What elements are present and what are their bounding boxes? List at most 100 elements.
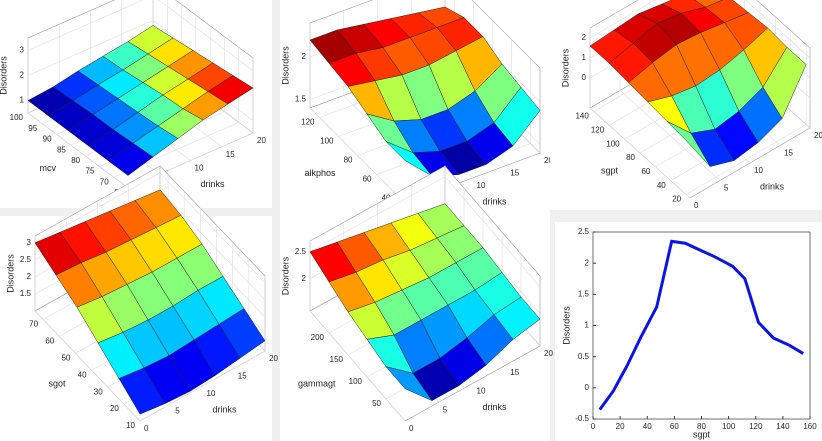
x-tick-label: 160: [803, 422, 817, 431]
z-tick-label: 2.5: [20, 255, 32, 264]
y-tick-label: 20: [672, 195, 681, 204]
y-tick-label: 90: [43, 135, 52, 144]
y-tick-label: 100: [606, 139, 620, 148]
y-grid-line: [127, 58, 254, 189]
x-grid-line: [309, 23, 406, 204]
surface-patch: [385, 141, 433, 177]
x-tick-label: 15: [226, 150, 235, 159]
y-tick-label: 1.5: [578, 289, 590, 298]
y-tick-label: 0.5: [578, 352, 590, 361]
z-tick-label: 2.5: [295, 247, 307, 256]
y-tick-label: 70: [29, 320, 38, 329]
y-axis-label: sgpt: [601, 165, 619, 175]
z-axis-label: Disorders: [0, 56, 8, 95]
panel: 1.522.530510152010203040506070drinkssgot…: [0, 165, 278, 441]
y-tick-label: 95: [28, 124, 37, 133]
z-axis-label: Disorders: [5, 254, 15, 293]
y-tick-label: 200: [311, 333, 325, 342]
z-tick-label: 2: [302, 274, 307, 283]
x-tick-label: 20: [257, 136, 266, 145]
panel: 2 2.5 0 5 10 15 20 50 100 150 200 drinks gammagt Diso…: [280, 165, 553, 441]
z-tick-label: 1.5: [20, 289, 32, 298]
y-tick-label: 40: [78, 370, 87, 379]
plot-area: [592, 231, 811, 420]
x-grid-line: [309, 241, 406, 422]
x-tick-label: 140: [776, 422, 790, 431]
panel: 0 20 40 60 80 100 120 140 160-0.500.511.522.5sgp…: [555, 222, 822, 441]
y-tick-label: 85: [57, 145, 66, 154]
z-axis-label: Disorders: [280, 256, 290, 295]
y-grid-line: [686, 44, 807, 195]
y-tick-label: 20: [110, 404, 119, 413]
z-tick-label: 2: [302, 52, 307, 61]
z-tick-label: 3: [27, 238, 32, 247]
x-tick-label: 5: [175, 407, 180, 416]
x-axis-label: drinks: [760, 181, 785, 191]
x-tick-label: 40: [643, 422, 652, 431]
x-tick-label: 10: [477, 387, 486, 396]
z-tick-label: 2: [20, 71, 25, 80]
y-tick-label: 100: [349, 377, 363, 386]
z-tick-label: 2: [27, 272, 32, 281]
x-tick-label: 60: [670, 422, 679, 431]
y-tick-label: 70: [100, 177, 109, 186]
y-tick-label: 140: [575, 112, 589, 121]
surface-patch: [107, 142, 154, 176]
x-tick-label: 20: [544, 156, 553, 165]
x-tick-label: 20: [544, 349, 553, 358]
z-tick-label: 1: [582, 53, 587, 62]
x-tick-label: 100: [722, 422, 736, 431]
x-tick-label: 0: [694, 201, 699, 210]
y-grid-line: [113, 47, 240, 178]
x-tick-label: 20: [269, 354, 278, 363]
y-tick-label: -0.5: [575, 414, 589, 423]
x-tick-label: 0: [591, 422, 596, 431]
x-tick-label: 0: [144, 424, 149, 433]
data-line: [598, 239, 804, 411]
x-tick-label: 10: [195, 164, 204, 173]
x-tick-label: 20: [814, 131, 822, 140]
x-tick-label: 10: [207, 389, 216, 398]
x-axis-label: drinks: [483, 402, 508, 412]
z-axis-label: Disorders: [560, 48, 570, 87]
y-tick-label: 10: [126, 421, 135, 430]
y-tick-label: 0: [585, 383, 590, 392]
z-tick-label: 1.5: [295, 95, 307, 104]
y-tick-label: 120: [301, 118, 315, 127]
y-axis-label: gammagt: [298, 378, 336, 388]
x-tick-label: 20: [616, 422, 625, 431]
x-grid-line: [589, 28, 691, 199]
y-tick-label: 100: [10, 113, 24, 122]
z-tick-label: 3: [20, 46, 25, 55]
y-axis-label: alkphos: [304, 168, 336, 178]
y-tick-label: 150: [330, 355, 344, 364]
x-grid-line: [34, 236, 141, 422]
y-tick-label: 80: [626, 153, 635, 162]
y-tick-label: 60: [363, 175, 372, 184]
y-tick-label: 1: [585, 321, 590, 330]
x-tick-label: 120: [749, 422, 763, 431]
x-tick-label: 5: [443, 405, 448, 414]
y-tick-label: 80: [344, 156, 353, 165]
y-tick-label: 100: [320, 137, 334, 146]
x-tick-label: 15: [784, 149, 793, 158]
x-tick-label: 80: [697, 422, 706, 431]
y-tick-label: 75: [86, 167, 95, 176]
y-axis-label: Disorders: [561, 306, 571, 345]
y-tick-label: 2: [585, 258, 590, 267]
z-grid-line: [589, 0, 811, 59]
x-tick-label: 15: [510, 368, 519, 377]
z-grid-line: [27, 0, 254, 71]
y-grid-line: [139, 276, 266, 422]
surface-patch: [118, 367, 166, 415]
y-tick-label: 40: [657, 181, 666, 190]
y-tick-label: 40: [382, 194, 391, 203]
y-tick-label: 60: [641, 167, 650, 176]
x-tick-label: 15: [238, 372, 247, 381]
panel: 1230510152065707580859095100drinksmcvDis…: [0, 0, 272, 208]
x-tick-label: 0: [409, 424, 414, 433]
y-axis-label: mcv: [40, 163, 57, 173]
y-tick-label: 50: [372, 399, 381, 408]
x-axis-label: drinks: [213, 404, 238, 414]
